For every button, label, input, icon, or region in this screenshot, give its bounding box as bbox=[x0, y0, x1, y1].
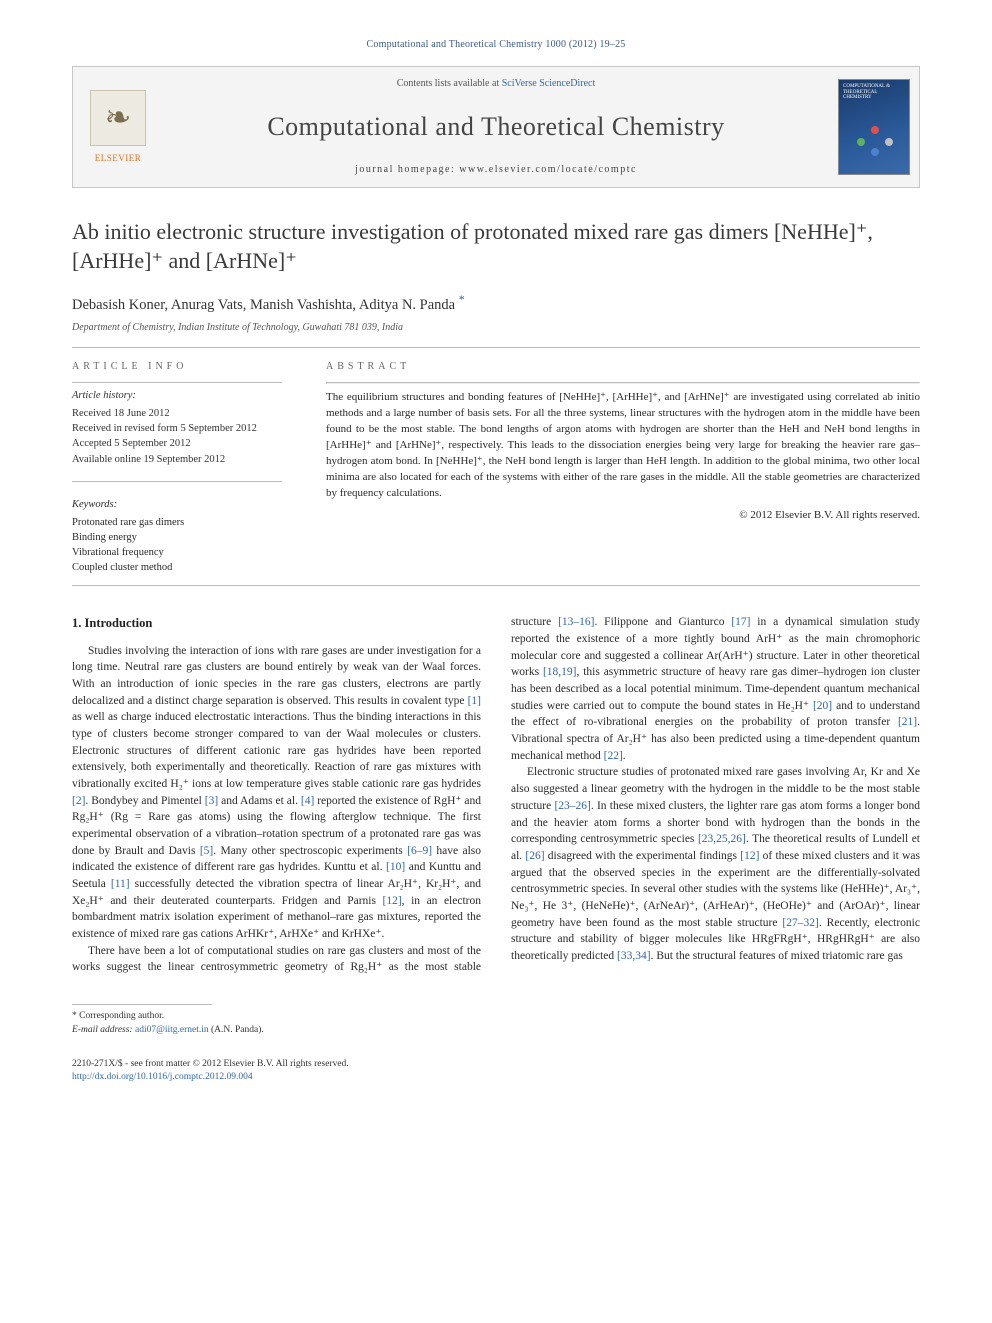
abstract-heading: ABSTRACT bbox=[326, 360, 920, 374]
citation-link[interactable]: [12] bbox=[740, 850, 759, 862]
divider bbox=[72, 481, 282, 482]
citation-link[interactable]: [33,34] bbox=[617, 950, 651, 962]
cover-molecule-icon bbox=[853, 126, 897, 156]
body-text: . Many other spectroscopic experiments bbox=[213, 845, 407, 857]
history-line: Available online 19 September 2012 bbox=[72, 452, 282, 467]
corresponding-marker-icon: * bbox=[459, 292, 465, 306]
citation-link[interactable]: [20] bbox=[813, 700, 832, 712]
article-title: Ab initio electronic structure investiga… bbox=[72, 218, 920, 275]
journal-homepage[interactable]: journal homepage: www.elsevier.com/locat… bbox=[355, 163, 637, 177]
keyword: Binding energy bbox=[72, 530, 282, 545]
front-matter-line: 2210-271X/$ - see front matter © 2012 El… bbox=[72, 1058, 920, 1071]
citation-link[interactable]: [12] bbox=[383, 895, 402, 907]
affiliation: Department of Chemistry, Indian Institut… bbox=[72, 321, 920, 335]
section-heading-intro: 1. Introduction bbox=[72, 614, 481, 632]
body-two-column: 1. Introduction Studies involving the in… bbox=[72, 614, 920, 976]
article-info-heading: ARTICLE INFO bbox=[72, 360, 282, 374]
divider bbox=[72, 382, 282, 383]
email-link[interactable]: adi07@iitg.ernet.in bbox=[135, 1025, 209, 1035]
email-person: (A.N. Panda). bbox=[211, 1025, 264, 1035]
body-paragraph: Studies involving the interaction of ion… bbox=[72, 643, 481, 943]
history-line: Accepted 5 September 2012 bbox=[72, 436, 282, 451]
divider bbox=[72, 1004, 212, 1005]
citation-link[interactable]: [13–16] bbox=[558, 616, 594, 628]
keyword: Coupled cluster method bbox=[72, 560, 282, 575]
citation-link[interactable]: [21] bbox=[898, 716, 917, 728]
history-line: Received 18 June 2012 bbox=[72, 406, 282, 421]
body-text: . But the structural features of mixed t… bbox=[651, 950, 903, 962]
elsevier-tree-icon: ❧ bbox=[90, 90, 146, 146]
article-info-column: ARTICLE INFO Article history: Received 1… bbox=[72, 360, 282, 575]
body-text: . Bondybey and Pimentel bbox=[85, 795, 204, 807]
running-head: Computational and Theoretical Chemistry … bbox=[72, 38, 920, 52]
citation-link[interactable]: [27–32] bbox=[782, 917, 818, 929]
citation-link[interactable]: [26] bbox=[525, 850, 544, 862]
citation-link[interactable]: [18,19] bbox=[543, 666, 577, 678]
citation-link[interactable]: [23,25,26] bbox=[698, 833, 746, 845]
body-text: as well as charge induced electrostatic … bbox=[72, 711, 481, 790]
body-text: . Filippone and Gianturco bbox=[594, 616, 731, 628]
abstract-copyright: © 2012 Elsevier B.V. All rights reserved… bbox=[326, 508, 920, 523]
journal-cover-icon: COMPUTATIONAL & THEORETICAL CHEMISTRY bbox=[838, 79, 910, 175]
divider bbox=[72, 585, 920, 586]
body-text: Studies involving the interaction of ion… bbox=[72, 645, 481, 707]
sciencedirect-link[interactable]: SciVerse ScienceDirect bbox=[502, 78, 596, 89]
doi-link[interactable]: http://dx.doi.org/10.1016/j.comptc.2012.… bbox=[72, 1072, 253, 1082]
citation-link[interactable]: [10] bbox=[386, 861, 405, 873]
citation-link[interactable]: [3] bbox=[205, 795, 218, 807]
citation-link[interactable]: [17] bbox=[731, 616, 750, 628]
citation-link[interactable]: [1] bbox=[468, 695, 481, 707]
contents-available-line: Contents lists available at SciVerse Sci… bbox=[397, 77, 596, 91]
banner-center: Contents lists available at SciVerse Sci… bbox=[163, 67, 829, 187]
authors-text: Debasish Koner, Anurag Vats, Manish Vash… bbox=[72, 297, 455, 313]
author-list: Debasish Koner, Anurag Vats, Manish Vash… bbox=[72, 291, 920, 315]
corresponding-author-label: * Corresponding author. bbox=[72, 1010, 920, 1023]
history-label: Article history: bbox=[72, 389, 282, 404]
body-text: and Adams et al. bbox=[218, 795, 301, 807]
citation-link[interactable]: [6–9] bbox=[407, 845, 432, 857]
citation-link[interactable]: [5] bbox=[200, 845, 213, 857]
abstract-text: The equilibrium structures and bonding f… bbox=[326, 390, 920, 502]
history-line: Received in revised form 5 September 201… bbox=[72, 421, 282, 436]
publisher-name: ELSEVIER bbox=[95, 152, 142, 165]
body-text: . bbox=[623, 750, 626, 762]
abstract-column: ABSTRACT The equilibrium structures and … bbox=[326, 360, 920, 575]
publisher-logo-block: ❧ ELSEVIER bbox=[73, 67, 163, 187]
citation-link[interactable]: [2] bbox=[72, 795, 85, 807]
cover-thumbnail-block: COMPUTATIONAL & THEORETICAL CHEMISTRY bbox=[829, 67, 919, 187]
keyword: Protonated rare gas dimers bbox=[72, 515, 282, 530]
citation-link[interactable]: [22] bbox=[604, 750, 623, 762]
corresponding-footer: * Corresponding author. E-mail address: … bbox=[72, 1004, 920, 1038]
citation-link[interactable]: [4] bbox=[301, 795, 314, 807]
journal-title: Computational and Theoretical Chemistry bbox=[267, 109, 724, 145]
cover-label: COMPUTATIONAL & THEORETICAL CHEMISTRY bbox=[843, 84, 905, 101]
divider bbox=[72, 347, 920, 348]
meta-abstract-row: ARTICLE INFO Article history: Received 1… bbox=[72, 360, 920, 575]
body-paragraph: Electronic structure studies of protonat… bbox=[511, 764, 920, 964]
citation-link[interactable]: [23–26] bbox=[554, 800, 590, 812]
body-text: disagreed with the experimental findings bbox=[545, 850, 741, 862]
page-footer: 2210-271X/$ - see front matter © 2012 El… bbox=[72, 1058, 920, 1085]
citation-link[interactable]: [11] bbox=[111, 878, 130, 890]
keyword: Vibrational frequency bbox=[72, 545, 282, 560]
email-line: E-mail address: adi07@iitg.ernet.in (A.N… bbox=[72, 1024, 920, 1037]
keywords-label: Keywords: bbox=[72, 498, 282, 513]
divider bbox=[326, 382, 920, 384]
contents-prefix: Contents lists available at bbox=[397, 78, 502, 89]
journal-banner: ❧ ELSEVIER Contents lists available at S… bbox=[72, 66, 920, 188]
email-label: E-mail address: bbox=[72, 1025, 133, 1035]
